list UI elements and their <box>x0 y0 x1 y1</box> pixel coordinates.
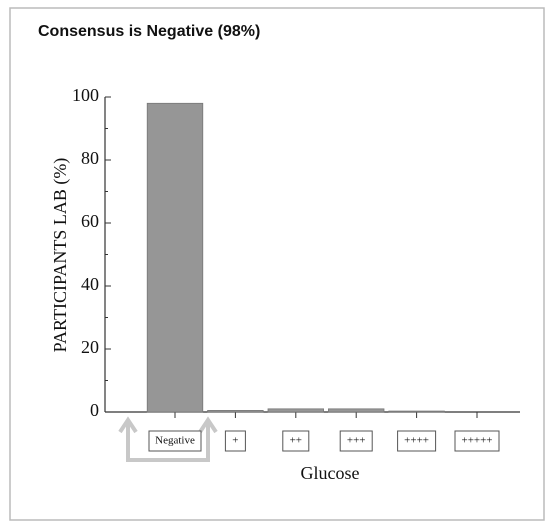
x-tick-label: + <box>232 435 238 447</box>
bar <box>267 408 324 413</box>
x-tick-label: ++ <box>290 435 302 447</box>
category-box <box>282 430 310 452</box>
y-tick-label: 100 <box>72 85 99 105</box>
x-tick-label: +++++ <box>461 435 492 447</box>
bar <box>207 410 264 413</box>
bar <box>328 408 385 413</box>
y-axis-label: PARTICIPANTS LAB (%) <box>50 158 71 353</box>
category-box <box>454 430 500 452</box>
y-tick-label: 0 <box>90 400 99 420</box>
y-tick-label: 60 <box>81 211 99 231</box>
y-tick-label: 40 <box>81 274 99 294</box>
bar <box>388 410 445 413</box>
chart-title: Consensus is Negative (98%) <box>38 23 260 40</box>
x-tick-label: ++++ <box>404 435 429 447</box>
x-tick-label: +++ <box>347 435 366 447</box>
category-box <box>224 430 246 452</box>
arrows <box>118 416 218 462</box>
y-tick-label: 20 <box>81 337 99 357</box>
y-tick-label: 80 <box>81 148 99 168</box>
category-box <box>148 430 202 452</box>
bar <box>146 102 204 413</box>
x-tick-label: Negative <box>155 435 195 447</box>
category-box <box>397 430 437 452</box>
category-box <box>339 430 373 452</box>
x-axis-label: Glucose <box>301 463 360 483</box>
